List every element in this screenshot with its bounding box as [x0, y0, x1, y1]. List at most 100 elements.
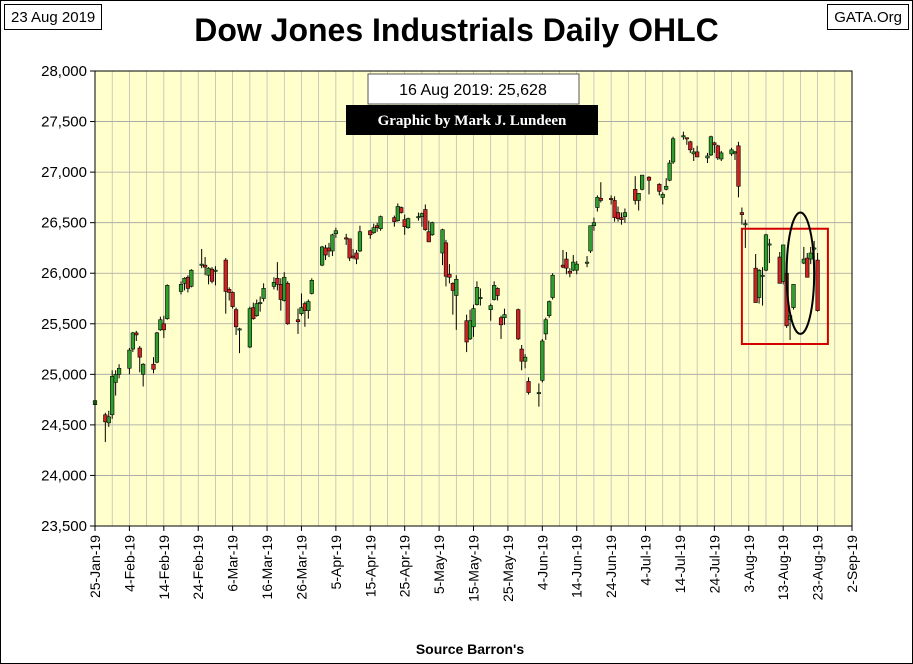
candle-body [271, 282, 277, 287]
candle [615, 206, 621, 222]
x-tick-label: 13-Aug-19 [775, 535, 791, 601]
candle-body [540, 340, 545, 381]
candle-body [110, 376, 115, 416]
candle-body [161, 323, 166, 331]
candle-body [695, 151, 700, 158]
candle-body [368, 230, 373, 236]
candle-body [399, 207, 404, 213]
candle-body [165, 285, 170, 320]
candle-body [378, 216, 383, 230]
candle-body [430, 222, 435, 236]
candle [237, 327, 242, 354]
candle [574, 261, 579, 275]
candle [612, 196, 617, 222]
candle [739, 207, 744, 225]
x-tick-label: 14-Jun-19 [569, 535, 585, 598]
candle [536, 383, 541, 407]
y-tick-label: 27,000 [41, 164, 87, 181]
candle-body [230, 292, 235, 307]
candle [319, 245, 325, 267]
candle [330, 233, 335, 257]
candle-body [178, 284, 184, 292]
candle [344, 233, 349, 245]
y-tick-label: 26,000 [41, 265, 87, 282]
candle [588, 225, 593, 253]
candle-body [615, 212, 621, 219]
candle [254, 299, 259, 317]
candle-body [763, 234, 769, 271]
candle-body [213, 269, 218, 272]
candle-body [203, 264, 208, 268]
x-tick-label: 24-Jul-19 [706, 535, 722, 594]
candle-body [574, 263, 579, 271]
candle [646, 176, 652, 195]
candle [640, 174, 645, 191]
x-tick-label: 5-May-19 [431, 535, 447, 594]
candle-body [302, 303, 307, 311]
candle [399, 206, 404, 214]
candle-body [209, 268, 215, 282]
candle-body [134, 332, 139, 336]
candle-body [550, 274, 555, 298]
candle-body [805, 257, 810, 278]
candle-body [130, 332, 135, 350]
candle [443, 239, 449, 287]
candle [130, 331, 135, 353]
candle [323, 244, 328, 261]
x-tick-label: 25-May-19 [500, 535, 516, 602]
candle-body [767, 243, 772, 246]
candle-body [564, 258, 569, 269]
candle [295, 308, 301, 334]
candle-body [791, 284, 796, 308]
candle-body [309, 279, 314, 294]
candle-body [571, 261, 576, 271]
candle [309, 278, 314, 295]
candle-body [519, 348, 524, 362]
candle-body [777, 256, 782, 284]
candle [151, 357, 156, 374]
credit-box [346, 105, 598, 135]
candle [423, 204, 428, 231]
candle-body [619, 217, 624, 220]
candle-body [295, 319, 301, 323]
candle [178, 281, 184, 295]
highlight-rectangle [740, 227, 829, 346]
candle-body [103, 414, 108, 423]
candle [567, 268, 572, 278]
candle-body [330, 234, 335, 252]
candle [116, 364, 122, 379]
candle [519, 345, 524, 371]
candle [141, 363, 146, 387]
candle [743, 219, 748, 248]
candle [378, 215, 383, 231]
candle-body [560, 264, 566, 268]
candle-body [254, 303, 259, 316]
candle [670, 136, 676, 165]
candle-body [660, 194, 665, 198]
candle-body [454, 278, 459, 296]
x-tick-label: 25-Apr-19 [397, 535, 413, 597]
candle-body [808, 252, 813, 260]
candle-body [781, 244, 786, 282]
y-tick-label: 28,000 [41, 63, 87, 80]
y-tick-label: 25,000 [41, 366, 87, 383]
candle-body [526, 381, 531, 393]
candle [736, 141, 741, 198]
x-tick-label: 15-May-19 [466, 535, 482, 602]
candle-body [426, 231, 431, 243]
candle-body [416, 216, 421, 219]
candle-body [609, 198, 614, 200]
axes: 23,500 24,000 24,500 25,000 25,500 26,000 26,5… [41, 63, 860, 602]
candle-body [199, 263, 204, 266]
candle [189, 269, 194, 288]
candle-body [306, 301, 311, 311]
candle [502, 308, 507, 325]
candle-body [681, 135, 686, 138]
candle [619, 212, 624, 225]
candle-body [646, 176, 652, 181]
date-badge: 23 Aug 2019 [4, 4, 103, 30]
candle-body [732, 151, 738, 154]
candle-body [708, 136, 714, 156]
candle [275, 262, 280, 291]
x-tick-label: 14-Jul-19 [672, 535, 688, 594]
